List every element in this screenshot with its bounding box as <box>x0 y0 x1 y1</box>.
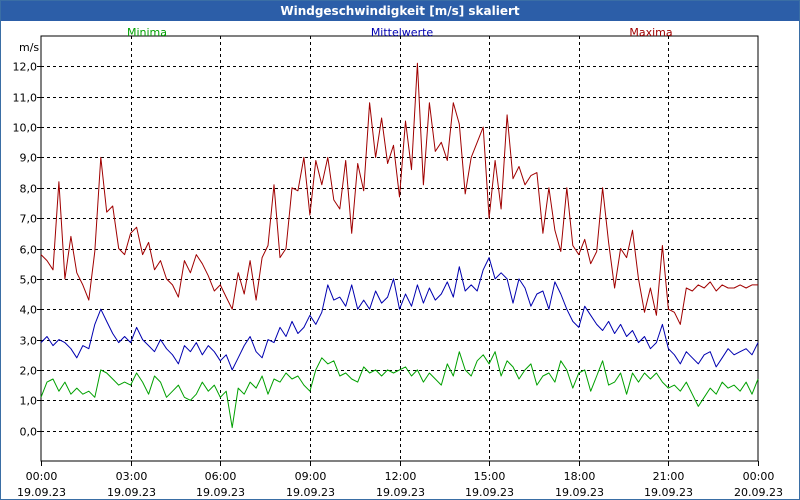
x-tick-date: 19.09.23 <box>286 486 335 499</box>
x-tick-date: 19.09.23 <box>555 486 604 499</box>
series <box>40 62 759 429</box>
y-tick-label: 4,0 <box>20 304 38 317</box>
plot-area <box>40 35 759 462</box>
legend-entry-maxima: Maxima <box>629 26 672 39</box>
axes: 0,0 1,0 2,0 3,0 4,0 5,0 6,0 7,0 8,0 9,0 10,0 11,0 12… <box>13 41 783 499</box>
y-tick-label: 12,0 <box>13 61 38 74</box>
x-tick-date: 19.09.23 <box>376 486 425 499</box>
x-tick-time: 00:00 <box>743 470 775 483</box>
y-tick-label: 8,0 <box>20 183 38 196</box>
legend-entry-mittelwerte: Mittelwerte <box>371 26 434 39</box>
y-tick-label: 3,0 <box>20 335 38 348</box>
y-tick-label: 10,0 <box>13 122 38 135</box>
x-tick-time: 15:00 <box>474 470 506 483</box>
y-tick-label: 6,0 <box>20 244 38 257</box>
series-line-minima <box>40 351 759 429</box>
y-tick-label: 0,0 <box>20 426 38 439</box>
x-tick-time: 12:00 <box>385 470 417 483</box>
grid <box>40 35 759 462</box>
y-tick-label: 1,0 <box>20 395 38 408</box>
x-tick-date: 19.09.23 <box>17 486 66 499</box>
x-tick-date: 19.09.23 <box>107 486 156 499</box>
legend-entry-minima: Minima <box>127 26 167 39</box>
y-axis-label: m/s <box>19 41 39 54</box>
y-tick-label: 2,0 <box>20 365 38 378</box>
x-tick-time: 00:00 <box>26 470 58 483</box>
series-line-mittelwerte <box>40 257 759 371</box>
x-tick-time: 21:00 <box>653 470 685 483</box>
y-tick-label: 9,0 <box>20 152 38 165</box>
x-tick-time: 09:00 <box>295 470 327 483</box>
y-tick-label: 7,0 <box>20 213 38 226</box>
series-line-maxima <box>40 62 758 325</box>
x-tick-date: 19.09.23 <box>196 486 245 499</box>
x-tick-date: 19.09.23 <box>465 486 514 499</box>
y-tick-label: 5,0 <box>20 274 38 287</box>
x-tick-date: 20.09.23 <box>734 486 783 499</box>
legend: Minima Mittelwerte Maxima <box>127 26 673 39</box>
x-tick-time: 18:00 <box>564 470 596 483</box>
chart-title: Windgeschwindigkeit [m/s] skaliert <box>1 1 799 21</box>
y-tick-label: 11,0 <box>13 92 38 105</box>
x-tick-time: 03:00 <box>116 470 148 483</box>
x-tick-date: 19.09.23 <box>644 486 693 499</box>
x-tick-time: 06:00 <box>205 470 237 483</box>
